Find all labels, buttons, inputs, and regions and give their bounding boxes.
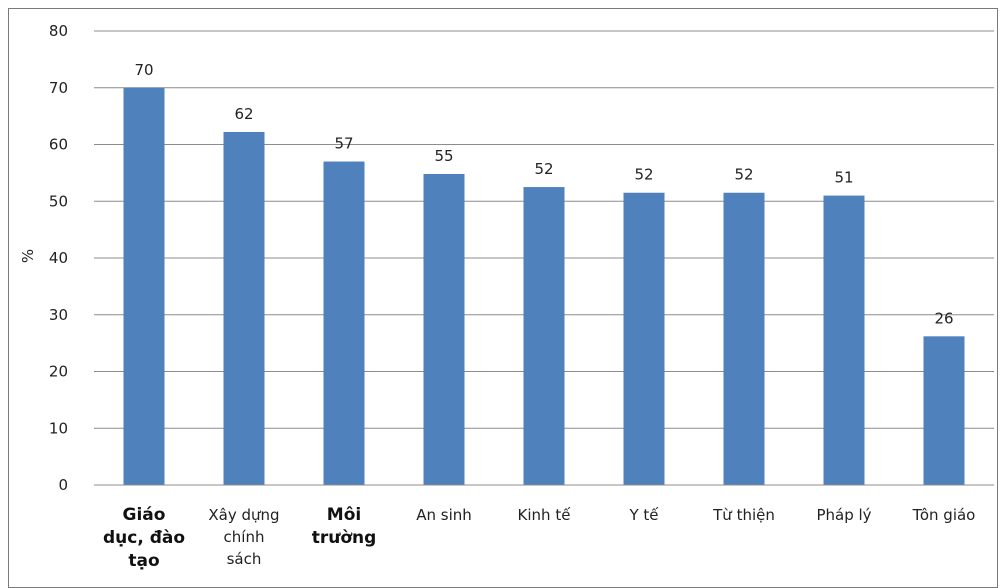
data-label: 52	[734, 166, 753, 184]
category-label: An sinh	[416, 506, 472, 524]
bar-chart: 0 10 20 30 40 50 60 70 80 % 70 62 57 55 52 52 52 51 26 G…	[19, 22, 994, 571]
bar	[923, 336, 965, 485]
y-tick-label: 50	[49, 192, 68, 210]
category-labels: Giáo dục, đào tạo Xây dựng chính sách Môi trườn…	[103, 505, 975, 571]
y-tick-label: 80	[49, 22, 68, 40]
category-label: Kinh tế	[518, 506, 572, 524]
bar	[123, 87, 165, 485]
bar	[623, 192, 665, 486]
bar	[523, 187, 565, 485]
category-label: Giáo	[123, 505, 166, 525]
y-axis-label: %	[19, 249, 37, 263]
category-label: trường	[312, 528, 377, 548]
data-label: 62	[234, 105, 253, 123]
data-label: 52	[534, 160, 553, 178]
y-tick-label: 0	[58, 476, 68, 494]
category-label: Môi	[327, 505, 361, 525]
data-label: 70	[134, 61, 153, 79]
category-label: Tôn giáo	[912, 506, 976, 524]
bar	[823, 195, 865, 485]
y-tick-label: 60	[49, 136, 68, 154]
data-label: 55	[434, 147, 453, 165]
data-labels: 70 62 57 55 52 52 52 51 26	[134, 61, 953, 328]
category-label: dục, đào	[103, 528, 185, 548]
y-axis-ticks: 0 10 20 30 40 50 60 70 80	[49, 22, 68, 494]
y-tick-label: 20	[49, 363, 68, 381]
bar	[723, 192, 765, 486]
category-label: Xây dựng	[208, 506, 279, 524]
bar	[223, 132, 265, 485]
y-tick-label: 70	[49, 79, 68, 97]
y-tick-label: 30	[49, 306, 68, 324]
bars	[123, 87, 965, 486]
data-label: 51	[834, 169, 853, 187]
bar	[423, 174, 465, 485]
y-tick-label: 10	[49, 419, 68, 437]
y-tick-label: 40	[49, 249, 68, 267]
data-label: 26	[934, 309, 953, 327]
category-label: tạo	[128, 551, 159, 571]
category-label: chính	[224, 528, 265, 546]
category-label: sách	[227, 550, 262, 568]
data-label: 52	[634, 166, 653, 184]
bar	[323, 161, 365, 485]
data-label: 57	[334, 135, 353, 153]
category-label: Từ thiện	[712, 506, 775, 524]
category-label: Y tế	[628, 506, 659, 524]
category-label: Pháp lý	[816, 506, 871, 524]
